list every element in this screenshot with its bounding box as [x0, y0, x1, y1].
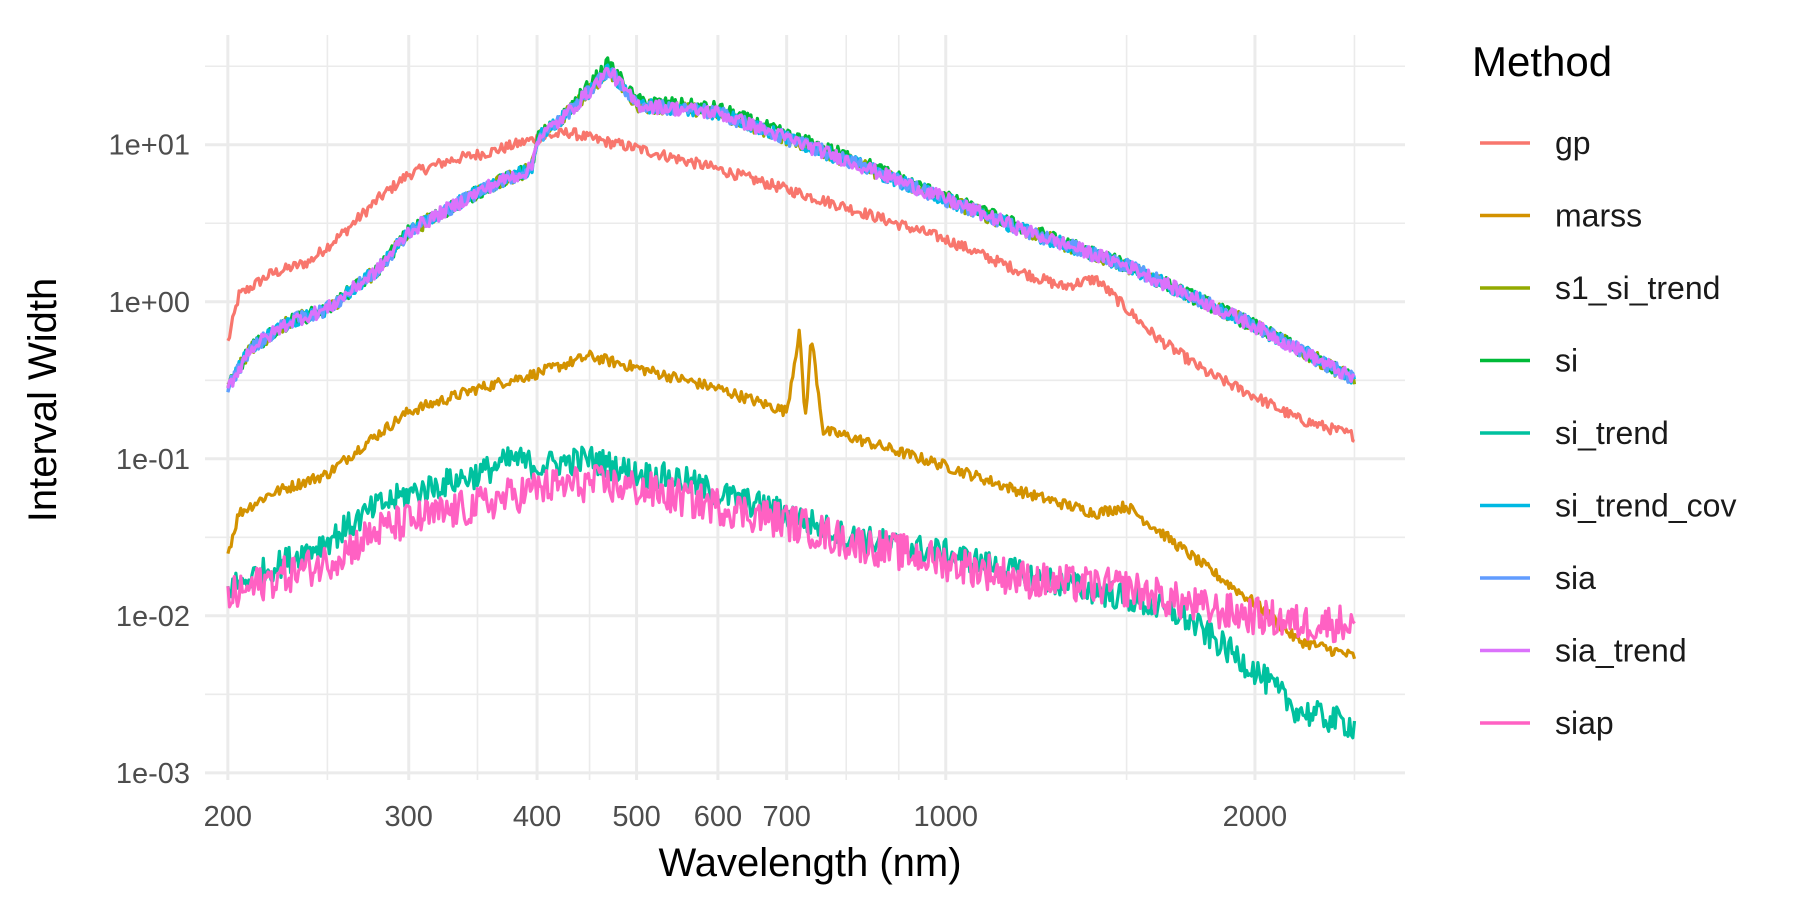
legend-label-sia: sia — [1555, 560, 1596, 596]
x-tick-label: 2000 — [1223, 801, 1288, 833]
series-line-siap — [226, 464, 1356, 644]
y-tick-label: 1e+00 — [109, 287, 190, 319]
x-tick-label: 600 — [694, 801, 742, 833]
x-tick-label: 700 — [762, 801, 810, 833]
series-layer — [226, 56, 1357, 740]
grid-minor — [205, 35, 1405, 780]
x-tick-label: 1000 — [913, 801, 978, 833]
x-tick-label: 500 — [612, 801, 660, 833]
x-tick-label: 300 — [385, 801, 433, 833]
y-axis-title: Interval Width — [21, 278, 65, 523]
legend-label-si_trend: si_trend — [1555, 415, 1669, 451]
legend-label-marss: marss — [1555, 198, 1642, 234]
series-line-s1_si_trend — [226, 65, 1357, 386]
legend-title: Method — [1472, 38, 1612, 85]
y-tick-label: 1e+01 — [109, 130, 190, 162]
x-tick-label: 400 — [513, 801, 561, 833]
series-line-gp — [226, 127, 1356, 443]
legend-label-si_trend_cov: si_trend_cov — [1555, 488, 1736, 524]
y-tick-label: 1e-01 — [116, 444, 190, 476]
legend-label-siap: siap — [1555, 705, 1614, 741]
legend-label-si: si — [1555, 343, 1578, 379]
legend-label-s1_si_trend: s1_si_trend — [1555, 270, 1720, 306]
legend-label-sia_trend: sia_trend — [1555, 633, 1687, 669]
y-tick-labels: 1e-03 1e-02 1e-01 1e+00 1e+01 — [109, 130, 190, 790]
series-line-si_trend_cov — [226, 63, 1357, 393]
series-line-marss — [226, 328, 1357, 660]
x-tick-label: 200 — [204, 801, 252, 833]
y-tick-label: 1e-03 — [116, 758, 190, 790]
legend-label-gp: gp — [1555, 125, 1591, 161]
series-line-sia_trend — [226, 66, 1356, 389]
x-tick-labels: 200 300 400 500 600 700 1000 2000 — [204, 801, 1287, 833]
series-line-sia — [226, 67, 1356, 393]
x-axis-title: Wavelength (nm) — [658, 841, 961, 885]
y-tick-label: 1e-02 — [116, 601, 190, 633]
